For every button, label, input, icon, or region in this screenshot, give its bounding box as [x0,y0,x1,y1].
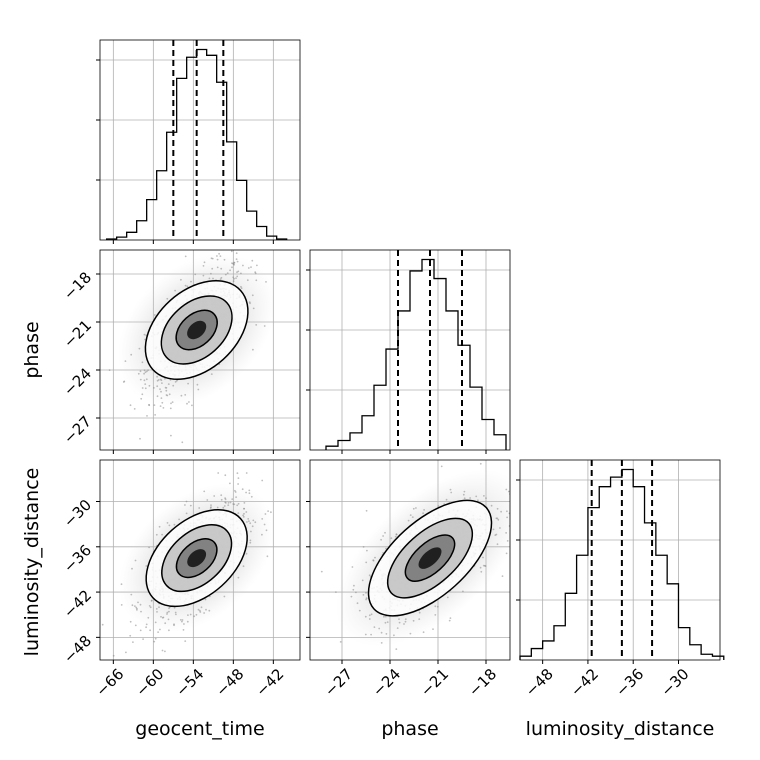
x-tick-label-geocent-time: −54 [172,665,207,700]
x-axis-label-geocent-time: geocent_time [135,718,264,740]
panel-frame-luminosity-distance-vs-geocent-time [99,459,301,661]
x-tick-label-phase: −27 [321,665,356,700]
panel-frames [99,39,721,661]
x-tick-label-luminosity-distance: −30 [658,665,693,700]
x-tick-label-luminosity-distance: −48 [522,665,557,700]
y-tick-label-luminosity-distance: −42 [60,586,95,621]
y-tick-label-phase: −27 [60,412,95,447]
y-axis-label-phase: phase [21,321,43,378]
contour-level-3 [187,320,207,340]
x-tick-label-geocent-time: −66 [92,665,127,700]
y-tick-label-luminosity-distance: −48 [60,632,95,667]
histogram-phase [325,258,507,450]
x-tick-label-geocent-time: −42 [252,665,287,700]
y-axis-label-luminosity-distance: luminosity_distance [21,468,43,657]
y-tick-label-phase: −18 [60,268,95,303]
scatter-points [101,250,510,657]
panel-frame-luminosity-distance-vs-phase [309,459,511,661]
y-tick-label-luminosity-distance: −30 [60,496,95,531]
x-tick-label-geocent-time: −48 [212,665,247,700]
x-tick-label-phase: −24 [369,665,404,700]
x-axis-label-luminosity-distance: luminosity_distance [526,718,715,740]
x-tick-label-luminosity-distance: −42 [567,665,602,700]
x-tick-label-geocent-time: −60 [132,665,167,700]
contour-level-3 [418,547,442,569]
histograms [106,40,725,660]
x-tick-label-phase: −21 [417,665,452,700]
contours [144,279,493,617]
contour-level-3 [187,549,207,568]
y-tick-label-phase: −24 [60,364,95,399]
x-tick-label-luminosity-distance: −36 [612,665,647,700]
panel-frame-luminosity-distance-hist [519,459,721,661]
x-axis-label-phase: phase [381,718,438,740]
tick-labels: −66 −60 −54 −48 −42 −27 −24 −21 −18 −48 −42 −36 −30−… [60,59,693,700]
panel-frame-geocent-time-hist [99,39,301,241]
y-tick-label-luminosity-distance: −36 [60,541,95,576]
panel-frame-phase-hist [309,249,511,451]
y-tick-label-phase: −21 [60,316,95,351]
panel-frame-phase-vs-geocent-time [99,249,301,451]
x-tick-label-phase: −18 [465,665,500,700]
